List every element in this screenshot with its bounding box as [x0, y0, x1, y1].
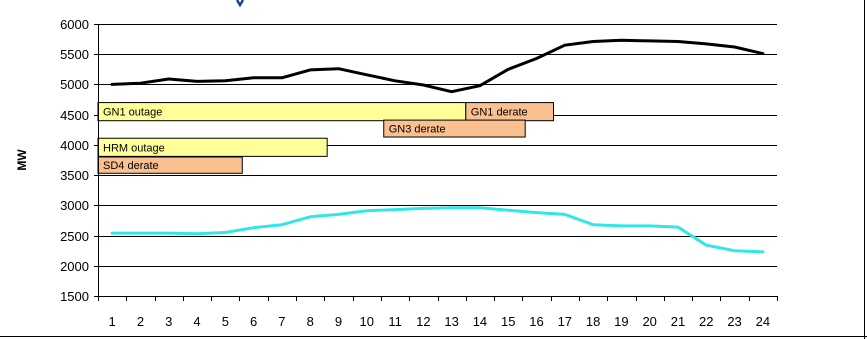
data-point	[507, 209, 510, 211]
data-point	[677, 226, 679, 228]
x-tick-label: 2	[137, 314, 144, 329]
x-tick-label: 5	[222, 314, 229, 329]
data-point	[677, 40, 679, 43]
x-tick-label: 18	[586, 314, 600, 329]
annotation-label: GN1 outage	[103, 107, 162, 119]
x-tick-label: 22	[699, 314, 713, 329]
x-tick-label: 15	[501, 314, 515, 329]
annotation-label: SD4 derate	[103, 160, 159, 172]
y-tick-label: 2500	[60, 229, 89, 244]
data-point	[252, 226, 255, 229]
annotation-label: GN1 derate	[471, 107, 528, 119]
x-tick-label: 3	[165, 314, 172, 329]
data-point	[365, 209, 368, 212]
data-point	[535, 57, 538, 60]
x-tick-label: 4	[193, 314, 200, 329]
x-axis-ticks: 1 2 3 4 5 6 7 8 9 10 11 12 13 14 15 16 17 18 19 20 21 22 23 24	[98, 296, 778, 329]
y-tick-label: 1500	[60, 289, 89, 304]
data-point	[648, 225, 651, 227]
x-tick-label: 17	[558, 314, 572, 329]
data-point	[535, 211, 538, 214]
data-point	[111, 83, 113, 86]
data-point	[733, 46, 736, 48]
series-line-1	[110, 38, 765, 94]
data-point	[507, 68, 510, 71]
data-point	[252, 76, 255, 79]
x-tick-label: 12	[416, 314, 430, 329]
x-tick-label: 13	[444, 314, 458, 329]
x-tick-label: 9	[335, 314, 342, 329]
data-point	[620, 225, 623, 227]
data-point	[196, 232, 198, 235]
y-tick-label: 2000	[60, 259, 89, 274]
data-point	[620, 39, 623, 42]
y-tick-label: 4500	[60, 108, 89, 123]
x-tick-label: 21	[671, 314, 685, 329]
y-axis-label: MW	[15, 149, 29, 171]
x-tick-label: 1	[109, 314, 116, 329]
data-point	[450, 90, 453, 93]
x-tick-label: 20	[642, 314, 656, 329]
data-point	[479, 84, 481, 87]
data-point	[733, 249, 736, 252]
series-line-2	[110, 206, 765, 254]
clipped-heading-fragment	[235, 0, 245, 8]
annotation-label: GN3 derate	[389, 124, 446, 136]
data-point	[309, 69, 311, 71]
data-point	[167, 78, 170, 80]
annotation-box	[383, 119, 526, 138]
y-tick-label: 5500	[60, 47, 89, 62]
series-lines	[110, 38, 765, 254]
data-point	[309, 216, 311, 218]
data-point	[394, 80, 396, 82]
x-tick-label: 14	[473, 314, 487, 329]
x-tick-label: 10	[360, 314, 374, 329]
x-tick-label: 6	[250, 314, 257, 329]
y-tick-label: 6000	[60, 17, 89, 32]
x-tick-label: 16	[529, 314, 543, 329]
x-tick-label: 8	[307, 314, 314, 329]
x-tick-label: 7	[278, 314, 285, 329]
x-tick-label: 24	[756, 314, 770, 329]
data-point	[450, 206, 453, 209]
y-tick-label: 3500	[60, 168, 89, 183]
data-point	[139, 82, 142, 85]
data-point	[281, 223, 283, 226]
data-point	[592, 40, 594, 43]
y-tick-label: 5000	[60, 77, 89, 92]
data-point	[196, 80, 198, 83]
data-point	[422, 207, 425, 210]
data-point	[564, 213, 566, 216]
data-point	[365, 73, 368, 76]
data-point	[762, 251, 764, 253]
data-point	[762, 52, 764, 55]
annotation-label: HRM outage	[103, 142, 165, 154]
data-point	[111, 232, 113, 234]
event-annotations: GN1 outage GN1 derate GN3 derate HRM outage…	[97, 102, 554, 174]
x-tick-label: 11	[388, 314, 402, 329]
data-point	[648, 40, 651, 42]
data-point	[337, 213, 340, 216]
data-point	[479, 206, 481, 209]
y-axis-ticks: 1500 2000 2500 3000 3500 4000 4500 5000 5500 6000	[60, 17, 98, 304]
y-tick-label: 3000	[60, 198, 89, 213]
data-point	[564, 44, 566, 46]
x-tick-label: 23	[727, 314, 741, 329]
data-point	[705, 43, 708, 45]
data-point	[592, 223, 594, 226]
data-point	[705, 244, 708, 247]
data-point	[139, 232, 142, 234]
y-tick-label: 4000	[60, 138, 89, 153]
data-point	[281, 76, 283, 79]
data-point	[422, 84, 425, 86]
data-point	[224, 231, 227, 234]
data-point	[167, 232, 170, 234]
data-point	[394, 208, 396, 211]
data-point	[224, 80, 227, 82]
x-tick-label: 19	[614, 314, 628, 329]
data-point	[337, 67, 340, 70]
